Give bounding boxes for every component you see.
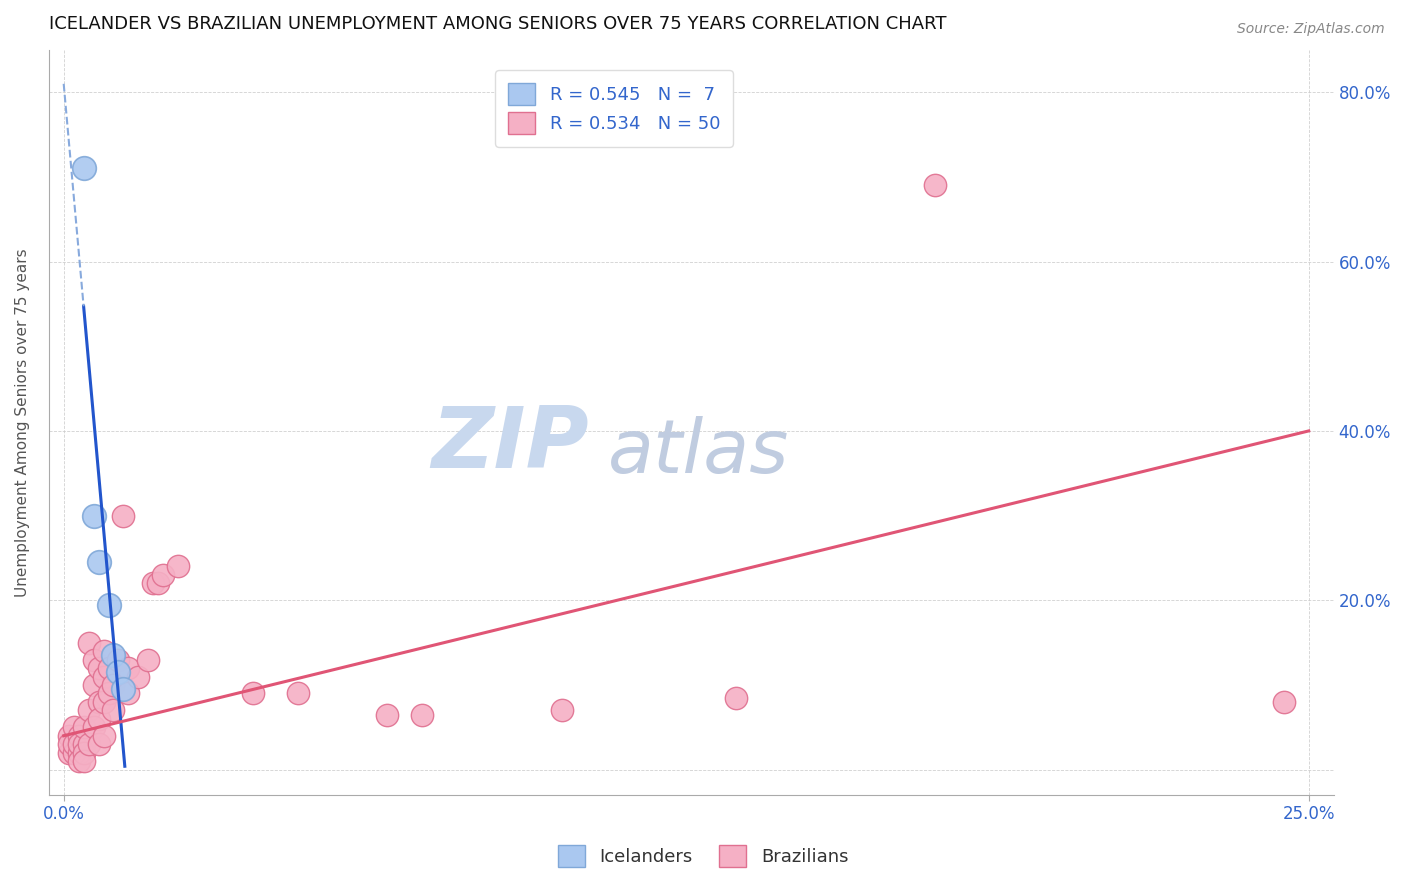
Point	[67, 746, 90, 760]
Point	[93, 669, 115, 683]
Point	[72, 754, 94, 768]
Point	[62, 737, 84, 751]
Point	[117, 661, 139, 675]
Point	[107, 665, 129, 680]
Point	[103, 648, 125, 663]
Point	[87, 555, 110, 569]
Point	[83, 720, 105, 734]
Point	[112, 508, 135, 523]
Point	[77, 635, 100, 649]
Point	[58, 746, 80, 760]
Point	[67, 729, 90, 743]
Point	[103, 678, 125, 692]
Point	[87, 737, 110, 751]
Point	[97, 686, 120, 700]
Point	[87, 712, 110, 726]
Point	[287, 686, 309, 700]
Point	[62, 746, 84, 760]
Point	[67, 737, 90, 751]
Legend: Icelanders, Brazilians: Icelanders, Brazilians	[550, 838, 856, 874]
Point	[67, 754, 90, 768]
Point	[87, 695, 110, 709]
Point	[1272, 695, 1295, 709]
Point	[83, 508, 105, 523]
Point	[107, 652, 129, 666]
Point	[77, 703, 100, 717]
Point	[93, 695, 115, 709]
Text: Source: ZipAtlas.com: Source: ZipAtlas.com	[1237, 22, 1385, 37]
Point	[724, 690, 747, 705]
Point	[72, 161, 94, 176]
Point	[58, 729, 80, 743]
Point	[551, 703, 574, 717]
Point	[377, 707, 399, 722]
Point	[62, 720, 84, 734]
Point	[112, 682, 135, 697]
Point	[117, 686, 139, 700]
Point	[93, 729, 115, 743]
Text: atlas: atlas	[607, 417, 789, 488]
Point	[72, 737, 94, 751]
Point	[138, 652, 160, 666]
Text: ZIP: ZIP	[430, 403, 588, 486]
Point	[97, 661, 120, 675]
Point	[148, 576, 170, 591]
Point	[103, 703, 125, 717]
Point	[924, 178, 946, 193]
Point	[72, 720, 94, 734]
Point	[97, 598, 120, 612]
Point	[167, 559, 190, 574]
Point	[77, 737, 100, 751]
Y-axis label: Unemployment Among Seniors over 75 years: Unemployment Among Seniors over 75 years	[15, 248, 30, 597]
Point	[87, 661, 110, 675]
Point	[83, 652, 105, 666]
Point	[58, 737, 80, 751]
Text: ICELANDER VS BRAZILIAN UNEMPLOYMENT AMONG SENIORS OVER 75 YEARS CORRELATION CHAR: ICELANDER VS BRAZILIAN UNEMPLOYMENT AMON…	[49, 15, 946, 33]
Legend: R = 0.545   N =  7, R = 0.534   N = 50: R = 0.545 N = 7, R = 0.534 N = 50	[495, 70, 733, 146]
Point	[242, 686, 264, 700]
Point	[93, 644, 115, 658]
Point	[152, 567, 174, 582]
Point	[127, 669, 149, 683]
Point	[72, 746, 94, 760]
Point	[411, 707, 433, 722]
Point	[142, 576, 165, 591]
Point	[83, 678, 105, 692]
